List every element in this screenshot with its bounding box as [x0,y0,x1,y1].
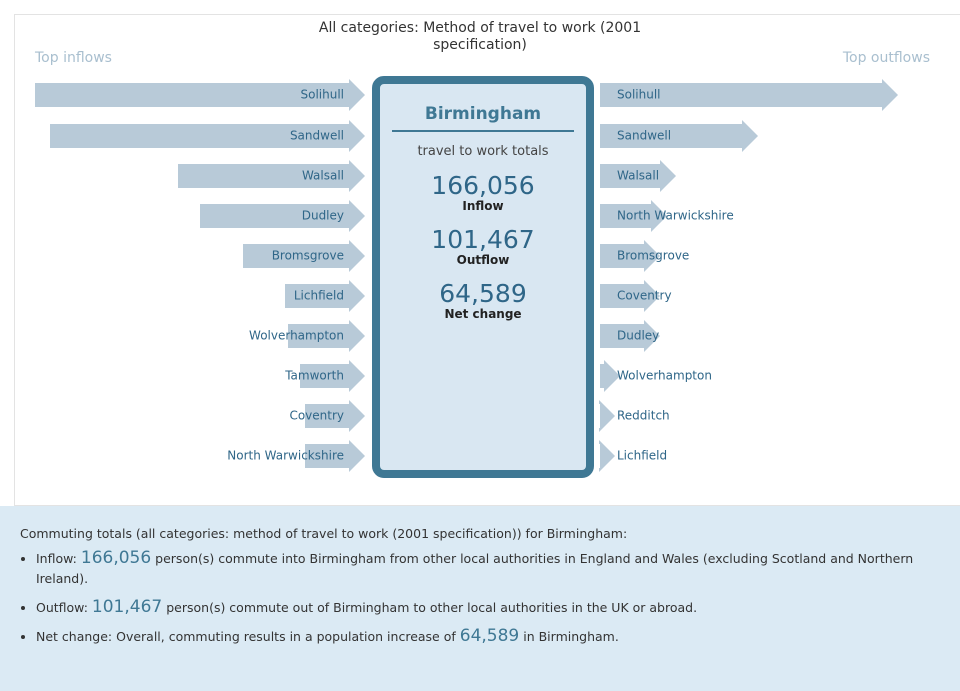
item-prefix: Inflow: [36,551,77,566]
item-suffix: person(s) commute into Birmingham from o… [36,551,914,586]
stats: 166,056 Inflow 101,467 Outflow 64,589 Net cha… [380,171,586,322]
outflow-label: Sandwell [617,129,671,143]
outflow-label: Dudley [617,329,659,343]
outflow-heading: Top outflows [842,50,930,66]
outflow-arrow [600,360,620,392]
outflow-arrow [600,280,660,312]
outflow-label: Coventry [617,289,672,303]
summary-item: Inflow: 166,056 person(s) commute into B… [36,548,936,589]
stat-label: Inflow [462,199,504,213]
item-prefix: Outflow: [36,600,88,615]
item-prefix: Net change: Overall, commuting results i… [36,629,456,644]
inflow-arrow [305,400,365,432]
inflow-arrow [243,240,365,272]
outflow-label: Lichfield [617,449,667,463]
inflow-label: Coventry [289,409,344,423]
item-number: 166,056 [80,548,152,568]
outflow-label: Solihull [617,88,661,102]
outflow-arrow [599,440,615,472]
outflow-arrow [599,400,615,432]
inflow-arrow [200,200,365,232]
center-box: Birmingham travel to work totals 166,056… [372,76,594,478]
item-suffix: person(s) commute out of Birmingham to o… [166,600,698,615]
inflow-label: Dudley [302,209,344,223]
inflow-label: Bromsgrove [272,249,344,263]
outflow-arrow [600,200,667,232]
stat-value: 166,056 [431,171,535,200]
flow-arrows: Solihull Sandwell Walsall Dudley Bromsgrove L… [35,79,898,472]
item-number: 101,467 [91,597,163,617]
summary-list: Inflow: 166,056 person(s) commute into B… [20,548,936,655]
inflow-label: Walsall [302,169,344,183]
inflow-arrow [50,120,365,152]
outflow-arrow [600,240,660,272]
inflow-heading: Top inflows [35,50,112,66]
inflow-arrow [285,280,365,312]
place-name: Birmingham [392,104,574,132]
outflow-arrow [600,160,676,192]
outflow-arrow [600,320,660,352]
summary-item: Outflow: 101,467 person(s) commute out o… [36,597,936,618]
outflow-label: Redditch [617,409,670,423]
inflow-arrow [178,160,365,192]
inflow-arrow [305,440,365,472]
subtitle: travel to work totals [417,144,549,159]
item-number: 64,589 [459,626,520,646]
summary-item: Net change: Overall, commuting results i… [36,626,936,647]
stat-value: 101,467 [431,225,535,254]
stat-label: Net change [444,307,522,321]
inflow-label: Lichfield [294,289,344,303]
outflow-label: North Warwickshire [617,209,734,223]
inflow-label: Wolverhampton [249,329,344,343]
inflow-arrow [35,79,365,111]
title: All categories: Method of travel to work… [318,20,642,53]
outflow-label: Wolverhampton [617,369,712,383]
inflow-label: Solihull [300,88,344,102]
summary-intro: Commuting totals (all categories: method… [20,526,628,541]
outflow-label: Bromsgrove [617,249,689,263]
inflow-arrow [288,320,365,352]
outflow-arrow [600,79,898,111]
stat-label: Outflow [456,253,510,267]
inflow-arrow [300,360,365,392]
item-suffix: in Birmingham. [523,629,619,644]
stat-value: 64,589 [439,279,527,308]
outflow-label: Walsall [617,169,659,183]
summary: Commuting totals (all categories: method… [0,506,960,691]
inflow-label: Sandwell [290,129,344,143]
inflow-label: Tamworth [284,369,344,383]
outflow-arrow [600,120,758,152]
inflow-label: North Warwickshire [227,449,344,463]
